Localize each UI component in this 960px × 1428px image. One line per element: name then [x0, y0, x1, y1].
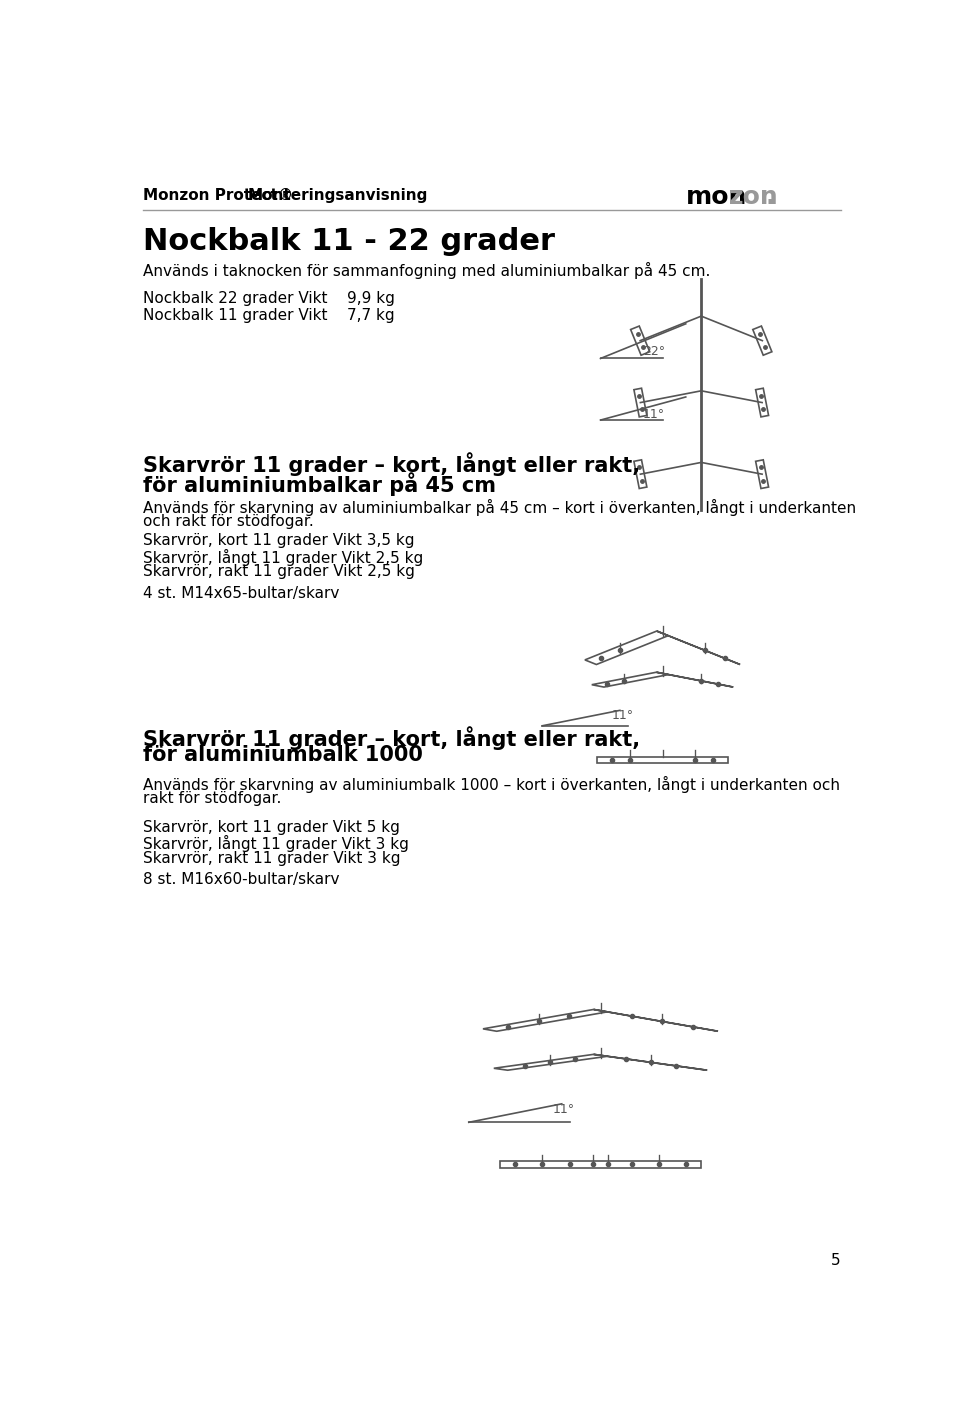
Text: 4 st. M14x65-bultar/skarv: 4 st. M14x65-bultar/skarv	[143, 585, 340, 601]
Text: rakt för stödfogar.: rakt för stödfogar.	[143, 791, 281, 807]
Text: 11°: 11°	[552, 1102, 575, 1117]
Text: Skarvrör, kort 11 grader Vikt 5 kg: Skarvrör, kort 11 grader Vikt 5 kg	[143, 820, 400, 835]
Text: för aluminiumbalkar på 45 cm: för aluminiumbalkar på 45 cm	[143, 471, 496, 496]
Text: Monteringsanvisning: Monteringsanvisning	[248, 188, 428, 203]
Text: Används för skarvning av aluminiumbalkar på 45 cm – kort i överkanten, långt i u: Används för skarvning av aluminiumbalkar…	[143, 498, 856, 516]
Text: Används för skarvning av aluminiumbalk 1000 – kort i överkanten, långt i underka: Används för skarvning av aluminiumbalk 1…	[143, 775, 840, 793]
Text: Nockbalk 11 - 22 grader: Nockbalk 11 - 22 grader	[143, 227, 555, 256]
Text: zon: zon	[729, 186, 779, 210]
Text: Nockbalk 22 grader Vikt    9,9 kg: Nockbalk 22 grader Vikt 9,9 kg	[143, 291, 396, 306]
Text: 8 st. M16x60-bultar/skarv: 8 st. M16x60-bultar/skarv	[143, 873, 340, 887]
Text: .: .	[765, 186, 775, 210]
Text: Skarvrör 11 grader – kort, långt eller rakt,: Skarvrör 11 grader – kort, långt eller r…	[143, 725, 640, 750]
Text: Skarvrör, rakt 11 grader Vikt 3 kg: Skarvrör, rakt 11 grader Vikt 3 kg	[143, 851, 400, 865]
Text: 11°: 11°	[643, 408, 665, 421]
Text: Nockbalk 11 grader Vikt    7,7 kg: Nockbalk 11 grader Vikt 7,7 kg	[143, 307, 395, 323]
Text: Monzon Protect®: Monzon Protect®	[143, 188, 294, 203]
Text: och rakt för stödfogar.: och rakt för stödfogar.	[143, 514, 314, 528]
Text: 11°: 11°	[612, 708, 635, 721]
Text: 5: 5	[831, 1254, 841, 1268]
Text: Skarvrör, rakt 11 grader Vikt 2,5 kg: Skarvrör, rakt 11 grader Vikt 2,5 kg	[143, 564, 415, 580]
Text: Skarvrör 11 grader – kort, långt eller rakt,: Skarvrör 11 grader – kort, långt eller r…	[143, 453, 640, 477]
Text: Skarvrör, kort 11 grader Vikt 3,5 kg: Skarvrör, kort 11 grader Vikt 3,5 kg	[143, 533, 415, 548]
Text: för aluminiumbalk 1000: för aluminiumbalk 1000	[143, 745, 423, 765]
Text: mon: mon	[685, 186, 747, 210]
Text: Skarvrör, långt 11 grader Vikt 3 kg: Skarvrör, långt 11 grader Vikt 3 kg	[143, 835, 409, 853]
Text: Används i taknocken för sammanfogning med aluminiumbalkar på 45 cm.: Används i taknocken för sammanfogning me…	[143, 263, 710, 280]
Text: 22°: 22°	[643, 344, 665, 357]
Text: Skarvrör, långt 11 grader Vikt 2,5 kg: Skarvrör, långt 11 grader Vikt 2,5 kg	[143, 548, 423, 565]
